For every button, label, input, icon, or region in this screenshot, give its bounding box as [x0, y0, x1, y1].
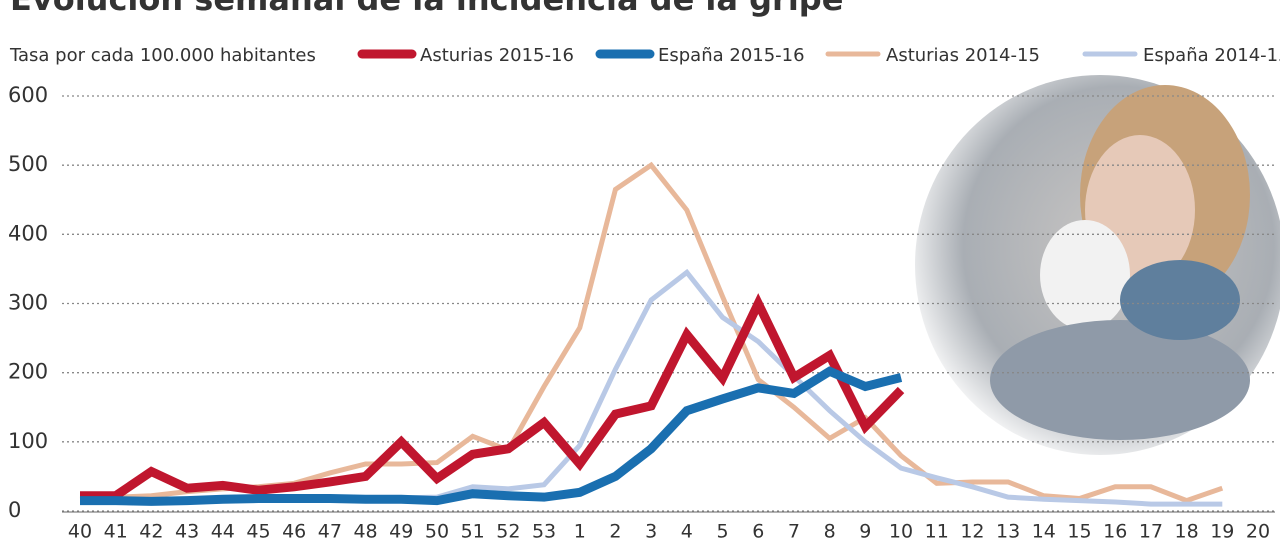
x-tick-label: 18 — [1175, 521, 1199, 543]
legend-label: España 2015-16 — [658, 45, 805, 66]
legend-label: Asturias 2015-16 — [420, 45, 574, 66]
y-tick-label: 600 — [8, 83, 48, 107]
x-tick-label: 40 — [68, 521, 92, 543]
x-tick-label: 14 — [1032, 521, 1056, 543]
x-tick-label: 15 — [1067, 521, 1091, 543]
x-tick-label: 52 — [496, 521, 520, 543]
x-tick-label: 8 — [824, 521, 836, 543]
x-tick-label: 48 — [353, 521, 377, 543]
x-tick-label: 4 — [681, 521, 693, 543]
legend-label: España 2014-15 — [1143, 45, 1280, 66]
x-tick-label: 51 — [461, 521, 485, 543]
x-tick-label: 12 — [960, 521, 984, 543]
x-tick-label: 42 — [139, 521, 163, 543]
x-tick-label: 44 — [211, 521, 235, 543]
x-tick-label: 9 — [859, 521, 871, 543]
x-tick-label: 11 — [925, 521, 949, 543]
x-tick-label: 49 — [389, 521, 413, 543]
x-tick-label: 47 — [318, 521, 342, 543]
x-tick-label: 1 — [574, 521, 586, 543]
series-line — [80, 293, 905, 501]
x-tick-label: 19 — [1210, 521, 1234, 543]
x-tick-label: 3 — [645, 521, 657, 543]
y-tick-label: 500 — [8, 152, 48, 176]
y-tick-label: 0 — [8, 498, 21, 522]
y-tick-label: 100 — [8, 429, 48, 453]
x-tick-label: 13 — [996, 521, 1020, 543]
x-tick-label: 50 — [425, 521, 449, 543]
series-line — [80, 366, 903, 506]
chart-title: Evolución semanal de la incidencia de la… — [10, 0, 843, 18]
x-tick-label: 43 — [175, 521, 199, 543]
y-tick-label: 400 — [8, 221, 48, 245]
x-tick-label: 5 — [716, 521, 728, 543]
x-tick-label: 20 — [1246, 521, 1270, 543]
x-tick-label: 2 — [609, 521, 621, 543]
x-tick-label: 45 — [246, 521, 270, 543]
x-tick-label: 6 — [752, 521, 764, 543]
x-tick-label: 16 — [1103, 521, 1127, 543]
x-tick-label: 53 — [532, 521, 556, 543]
legend-label: Asturias 2014-15 — [886, 45, 1040, 66]
x-tick-label: 17 — [1139, 521, 1163, 543]
y-tick-label: 200 — [8, 360, 48, 384]
y-tick-label: 300 — [8, 291, 48, 315]
x-tick-label: 10 — [889, 521, 913, 543]
x-tick-label: 46 — [282, 521, 306, 543]
photo — [915, 75, 1280, 455]
x-tick-label: 7 — [788, 521, 800, 543]
subtitle: Tasa por cada 100.000 habitantes — [9, 45, 316, 66]
x-tick-label: 41 — [104, 521, 128, 543]
